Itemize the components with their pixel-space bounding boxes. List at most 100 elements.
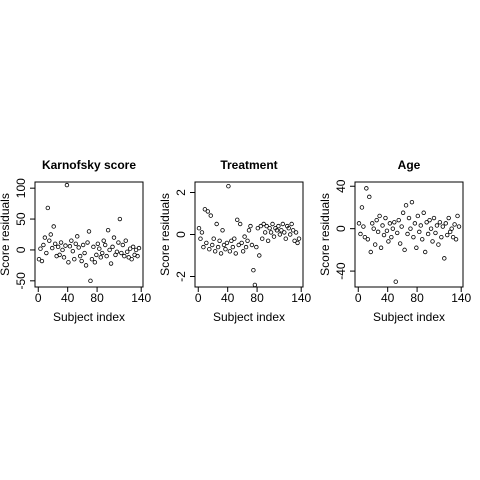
point	[455, 213, 460, 219]
point	[120, 242, 126, 248]
point	[383, 215, 388, 221]
point	[205, 209, 211, 214]
point	[79, 258, 84, 264]
point	[217, 238, 222, 243]
point	[418, 223, 423, 228]
point	[73, 241, 78, 246]
x-tick-label: 80	[90, 291, 104, 305]
point	[60, 247, 65, 253]
point	[63, 243, 68, 248]
point	[445, 232, 450, 238]
plot-box	[34, 181, 144, 288]
point	[75, 234, 80, 239]
point	[440, 224, 446, 229]
x-tick-label: 40	[221, 291, 235, 305]
point	[98, 255, 103, 260]
point	[370, 221, 375, 226]
y-axis-label: Score residuals	[158, 193, 172, 276]
point	[264, 223, 269, 229]
x-axis-label: Subject index	[213, 310, 285, 324]
point	[283, 236, 288, 241]
point	[230, 244, 236, 250]
point	[45, 205, 51, 211]
point	[72, 257, 77, 262]
point	[136, 245, 142, 251]
point	[211, 236, 216, 241]
x-tick-label: 40	[381, 291, 395, 305]
point	[95, 241, 101, 246]
point	[249, 242, 255, 248]
point	[116, 240, 121, 245]
point	[254, 244, 259, 250]
point	[415, 213, 421, 219]
point	[61, 255, 67, 260]
point	[436, 242, 441, 247]
point	[207, 246, 212, 252]
point	[362, 234, 368, 240]
point	[82, 250, 87, 256]
point	[375, 229, 381, 235]
point	[358, 231, 363, 237]
point	[433, 230, 438, 236]
point	[392, 220, 397, 225]
point	[361, 224, 366, 229]
point	[67, 244, 73, 249]
point	[397, 241, 403, 246]
point	[119, 250, 124, 256]
point	[255, 225, 261, 231]
point	[390, 226, 396, 231]
point	[268, 230, 274, 235]
point	[420, 237, 425, 242]
point	[64, 182, 70, 188]
point	[425, 231, 431, 237]
point	[218, 251, 224, 256]
point	[89, 257, 95, 262]
point	[44, 250, 49, 256]
point	[405, 231, 410, 237]
point	[104, 253, 109, 259]
point	[246, 228, 252, 233]
point	[41, 242, 46, 248]
point	[214, 221, 219, 227]
point	[400, 210, 406, 215]
point	[402, 247, 407, 253]
point	[52, 241, 58, 246]
point	[372, 242, 378, 247]
point	[359, 205, 365, 210]
point	[411, 234, 416, 240]
point	[387, 221, 393, 226]
point	[282, 230, 287, 235]
point	[384, 228, 390, 233]
point	[296, 236, 302, 241]
point	[204, 240, 209, 246]
x-tick-label: 0	[355, 291, 362, 305]
point	[403, 203, 409, 208]
point	[55, 244, 61, 250]
point	[57, 252, 62, 258]
point	[456, 224, 462, 229]
point	[293, 230, 299, 235]
y-tick-label: 0	[14, 246, 28, 253]
point	[232, 236, 237, 241]
point	[271, 234, 277, 239]
point	[290, 228, 296, 233]
y-tick-label: -50	[14, 272, 28, 290]
point	[427, 217, 432, 223]
point	[262, 230, 268, 235]
point	[223, 246, 228, 252]
point	[270, 221, 275, 227]
x-axis-label: Subject index	[373, 310, 445, 324]
point	[70, 248, 76, 254]
point	[198, 236, 203, 241]
point	[265, 238, 271, 243]
point	[88, 278, 93, 284]
point	[414, 245, 419, 250]
point	[107, 247, 112, 253]
point	[240, 249, 246, 254]
point	[42, 235, 48, 240]
point	[449, 226, 454, 231]
point	[91, 244, 96, 250]
point	[279, 228, 284, 233]
panel-title: Age	[398, 158, 421, 172]
